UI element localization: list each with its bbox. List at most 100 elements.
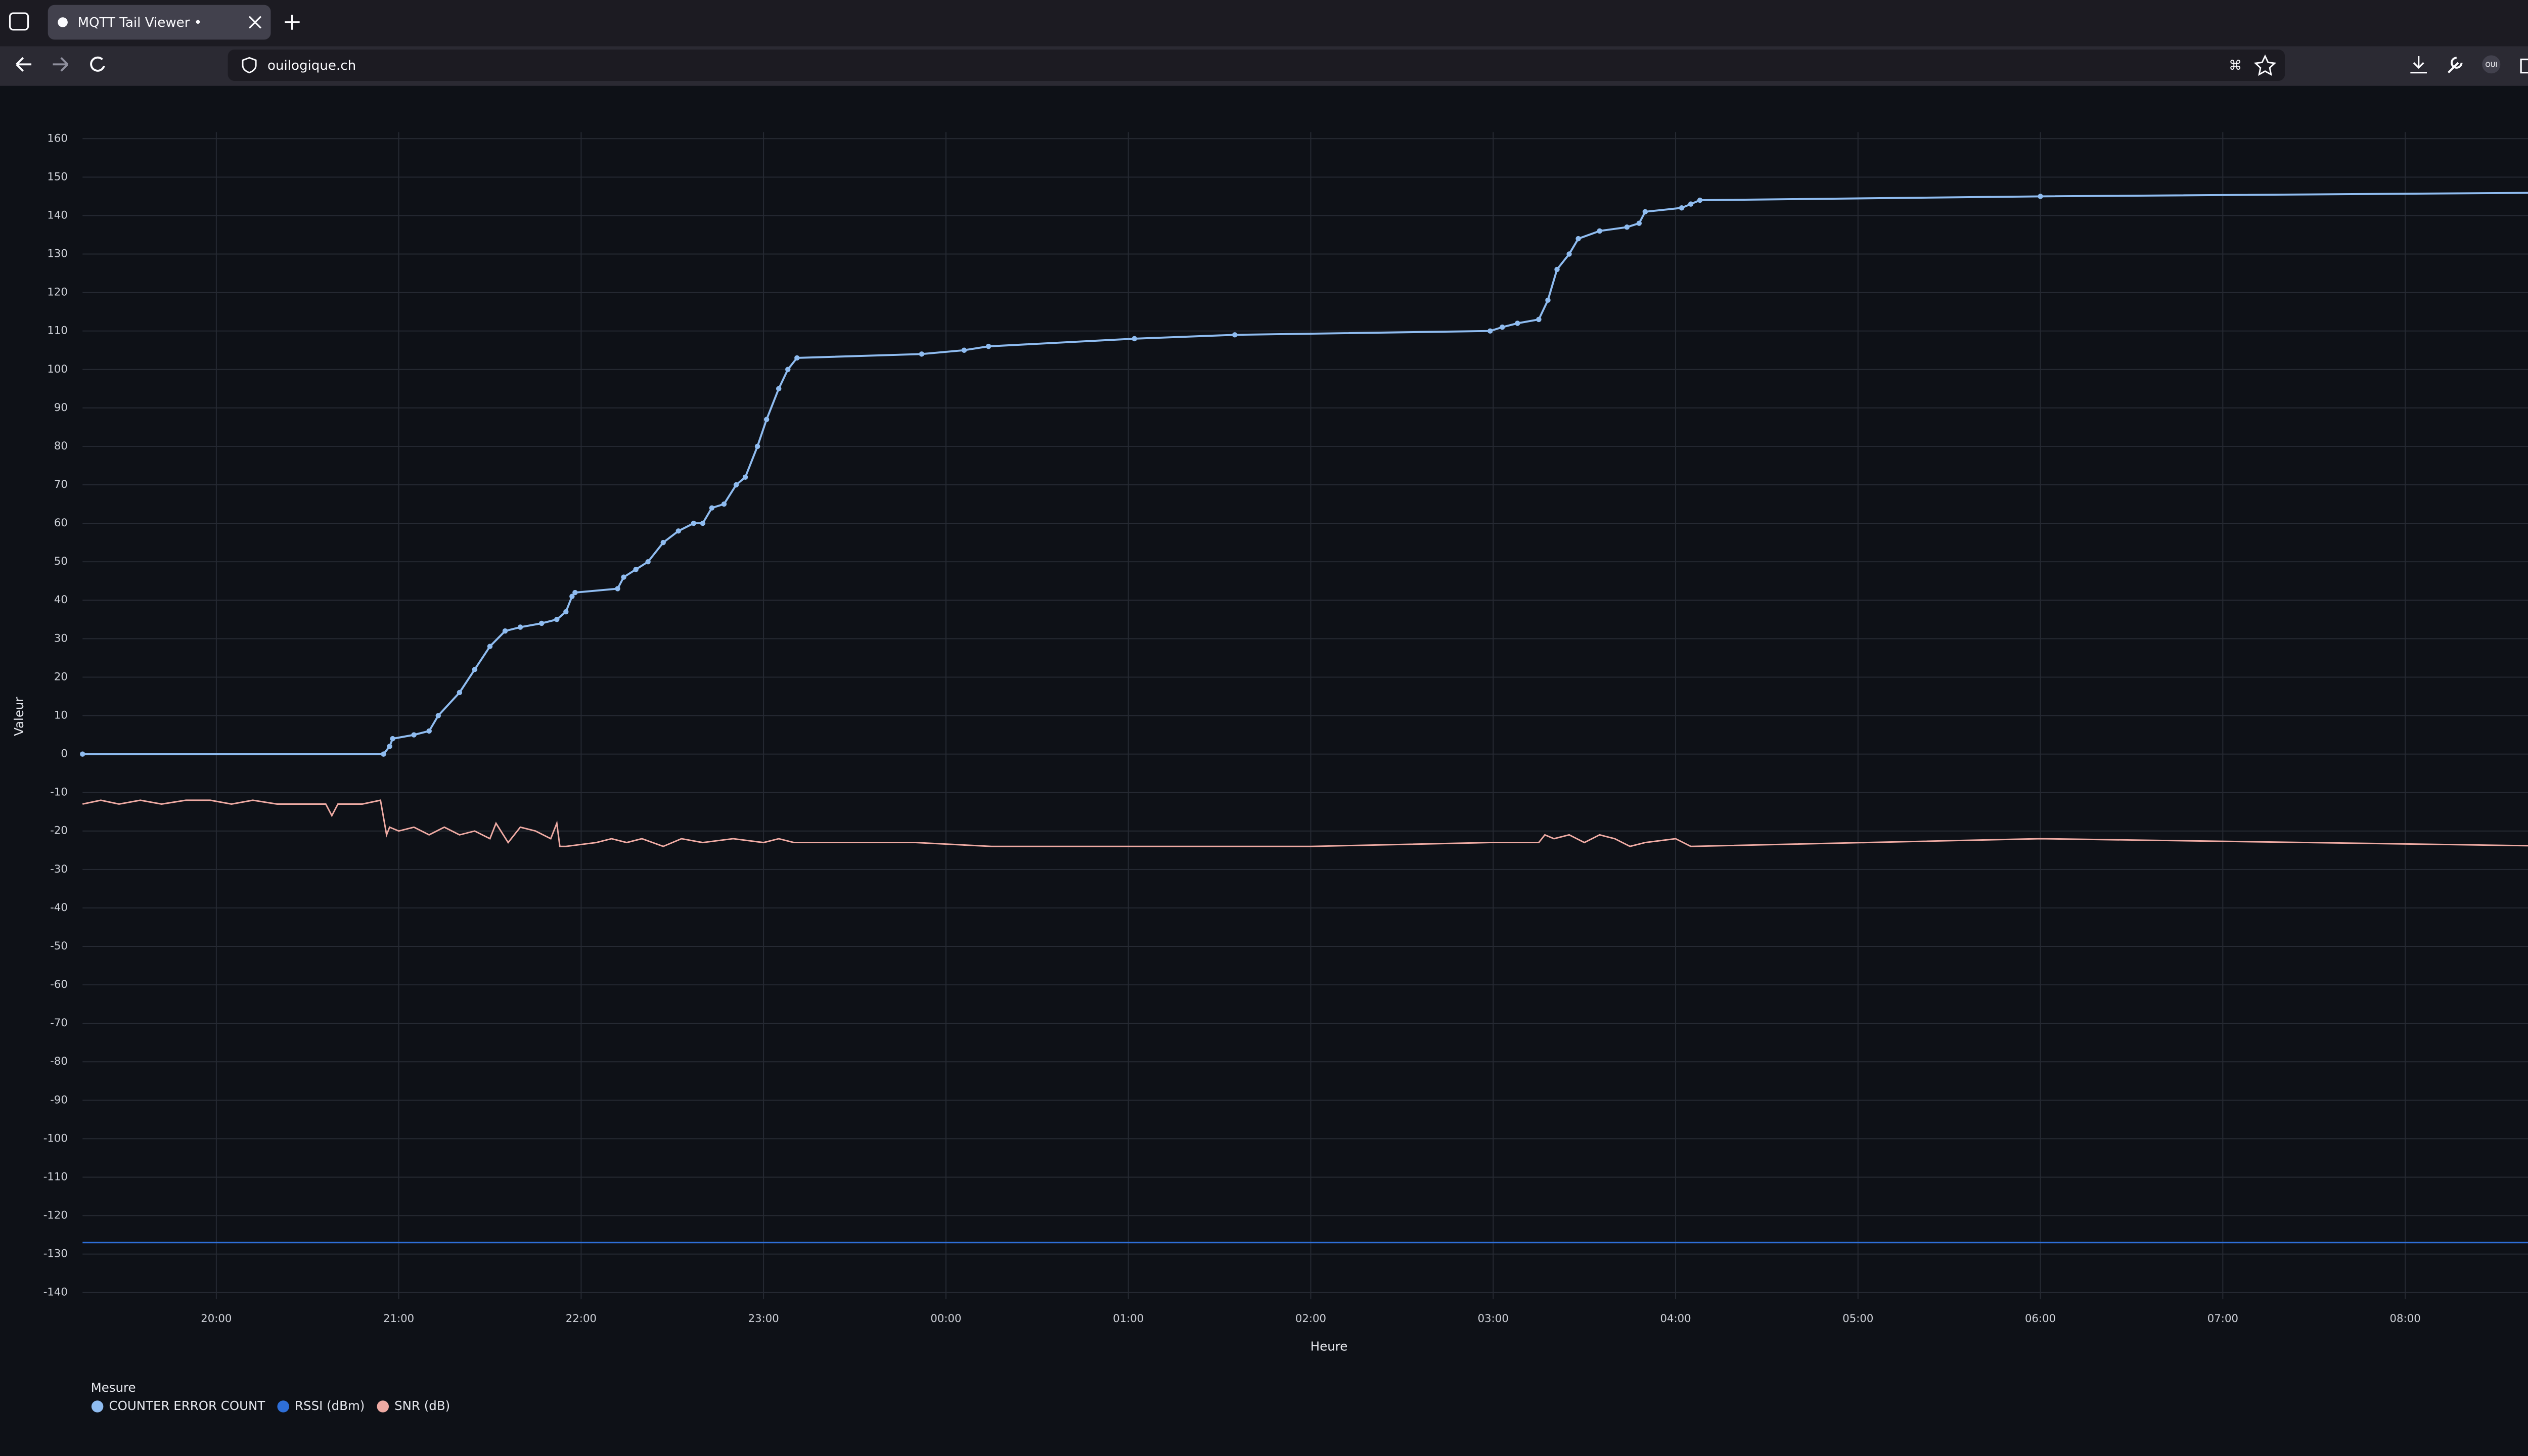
new-tab[interactable] <box>285 15 300 30</box>
legend-title: Mesure <box>91 1380 136 1395</box>
bookmark-star[interactable] <box>2253 54 2277 76</box>
data-point <box>776 386 782 392</box>
data-point <box>435 713 441 718</box>
y-tick-label: -120 <box>43 1209 68 1222</box>
data-point <box>785 367 791 372</box>
reload-button[interactable] <box>90 56 105 72</box>
y-tick-label: -10 <box>50 786 68 799</box>
data-point <box>645 559 651 565</box>
profile-text: OUI <box>2486 61 2498 69</box>
y-tick-label: 140 <box>47 209 68 221</box>
y-tick-label: -80 <box>50 1055 68 1068</box>
y-tick-label: -40 <box>50 901 68 914</box>
data-point <box>691 520 697 526</box>
data-point <box>1536 316 1542 323</box>
tab-title: MQTT Tail Viewer • <box>77 15 202 30</box>
data-point <box>1500 324 1505 330</box>
data-point <box>1597 228 1602 234</box>
y-tick-label: -60 <box>50 978 68 991</box>
data-point <box>660 539 666 545</box>
y-tick-label: 50 <box>54 555 68 568</box>
tools-button[interactable] <box>2448 57 2463 74</box>
legend-swatch <box>377 1400 389 1413</box>
x-tick-label: 20:00 <box>201 1312 232 1325</box>
translate-icon[interactable]: ⌘ <box>2229 58 2242 73</box>
site-info-icon[interactable] <box>242 57 257 74</box>
x-tick-label: 21:00 <box>383 1312 414 1325</box>
y-tick-label: 90 <box>54 401 68 414</box>
series-line <box>82 192 2528 755</box>
data-point <box>742 474 748 480</box>
extensions-button[interactable] <box>2520 56 2528 74</box>
data-point <box>1554 266 1560 272</box>
y-tick-label: 120 <box>47 286 68 299</box>
data-point <box>472 666 478 672</box>
data-point <box>1515 321 1520 326</box>
tab-strip <box>0 0 2528 47</box>
tab-close[interactable] <box>248 16 262 29</box>
data-point <box>80 751 85 757</box>
legend-label: COUNTER ERROR COUNT <box>109 1398 266 1413</box>
url-text: ouilogique.ch <box>267 58 356 73</box>
back-button[interactable] <box>16 57 32 72</box>
data-point <box>1545 297 1551 303</box>
data-point <box>381 751 386 757</box>
x-tick-label: 06:00 <box>2025 1312 2056 1325</box>
y-tick-label: -100 <box>43 1132 68 1145</box>
y-tick-label: 0 <box>61 748 68 760</box>
x-tick-label: 00:00 <box>930 1312 961 1325</box>
active-tab[interactable] <box>48 5 271 40</box>
y-axis-title: Valeur <box>12 697 26 736</box>
y-tick-label: -70 <box>50 1017 68 1029</box>
data-point <box>721 501 727 507</box>
y-tick-label: 40 <box>54 594 68 606</box>
x-axis-title: Heure <box>1311 1339 1348 1353</box>
legend-label: SNR (dB) <box>394 1398 450 1413</box>
data-point <box>1232 332 1238 338</box>
y-tick-label: 100 <box>47 363 68 376</box>
legend-swatch <box>277 1400 289 1413</box>
data-point <box>426 728 432 734</box>
forward-button[interactable] <box>53 57 69 72</box>
y-tick-label: 30 <box>54 632 68 645</box>
data-point <box>1688 201 1694 207</box>
legend-swatch <box>91 1400 104 1413</box>
x-tick-label: 01:00 <box>1113 1312 1144 1325</box>
data-point <box>961 347 967 353</box>
x-tick-label: 03:00 <box>1478 1312 1509 1325</box>
series-line <box>82 799 2528 847</box>
data-point <box>387 744 392 749</box>
y-tick-label: 70 <box>54 478 68 491</box>
x-tick-label: 08:00 <box>2390 1312 2421 1325</box>
chart: -140-130-120-110-100-90-80-70-60-50-40-3… <box>12 132 2528 1413</box>
data-point <box>1624 224 1630 230</box>
y-tick-label: -130 <box>43 1248 68 1260</box>
y-tick-label: 20 <box>54 670 68 683</box>
x-tick-label: 02:00 <box>1295 1312 1326 1325</box>
url-bar[interactable] <box>228 49 2285 81</box>
x-tick-label: 07:00 <box>2207 1312 2238 1325</box>
x-tick-label: 04:00 <box>1660 1312 1691 1325</box>
data-point <box>572 589 578 596</box>
data-point <box>754 443 760 449</box>
data-point <box>1679 205 1685 211</box>
data-point <box>517 624 523 630</box>
profile-button[interactable] <box>2482 55 2501 74</box>
downloads-button[interactable] <box>2410 56 2427 74</box>
y-tick-label: -110 <box>43 1170 68 1183</box>
y-tick-label: 110 <box>47 325 68 337</box>
data-point <box>763 417 770 422</box>
data-point <box>615 586 620 592</box>
data-point <box>1566 251 1572 257</box>
y-tick-label: 160 <box>47 132 68 145</box>
data-point <box>1697 197 1703 203</box>
tab-favicon <box>58 17 68 27</box>
data-point <box>794 355 800 361</box>
x-tick-label: 05:00 <box>1842 1312 1873 1325</box>
y-tick-label: 60 <box>54 517 68 529</box>
y-tick-label: 130 <box>47 248 68 260</box>
data-point <box>487 644 493 649</box>
y-tick-label: -30 <box>50 863 68 876</box>
tab-overview-button[interactable] <box>9 12 29 31</box>
